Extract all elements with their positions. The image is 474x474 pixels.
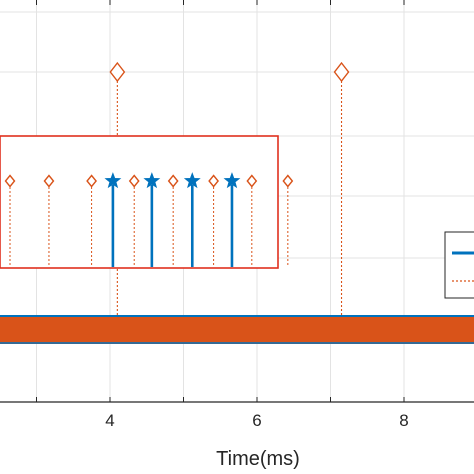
x-tick-label: 6 (252, 411, 261, 430)
dense-signal-band (0, 315, 474, 344)
inset-orange-diamond-marker (43, 174, 55, 188)
inset-orange-diamond-marker (128, 174, 140, 188)
inset-blue-star-marker (223, 172, 241, 189)
inset-blue-star-marker (104, 172, 122, 189)
x-tick-labels: 4 6 8 (105, 411, 408, 430)
zoom-inset (0, 135, 294, 269)
inset-box (0, 135, 279, 269)
dense-band-fill (0, 316, 474, 344)
x-axis-label: Time(ms) (216, 448, 300, 470)
inset-orange-diamond-marker (282, 174, 294, 188)
inset-blue-star-marker (143, 172, 161, 189)
x-tick-label: 4 (105, 411, 114, 430)
axes-frame (0, 0, 474, 403)
inset-orange-diamond-marker (4, 174, 16, 188)
x-tick-label: 8 (399, 411, 408, 430)
inset-orange-diamond-marker (86, 174, 97, 188)
legend (444, 231, 474, 299)
inset-orange-diamond-marker (246, 174, 258, 188)
orange-diamond-marker (109, 61, 126, 83)
legend-box (444, 231, 474, 299)
inset-orange-diamond-marker (208, 174, 219, 188)
orange-diamond-marker (333, 61, 350, 83)
inset-orange-diamond-marker (167, 174, 179, 188)
inset-blue-star-marker (183, 172, 201, 189)
